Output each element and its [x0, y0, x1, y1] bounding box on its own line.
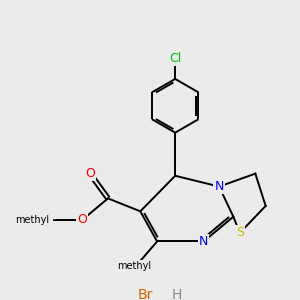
Text: methyl: methyl [15, 215, 50, 225]
Text: Cl: Cl [169, 52, 181, 65]
Text: H: H [172, 288, 182, 300]
Text: N: N [214, 180, 224, 193]
Text: methyl: methyl [52, 219, 57, 220]
Text: S: S [236, 226, 244, 239]
Text: methyl: methyl [117, 261, 151, 271]
Text: N: N [199, 235, 208, 248]
Text: Br: Br [138, 288, 153, 300]
Text: O: O [85, 167, 95, 180]
Text: O: O [77, 213, 87, 226]
